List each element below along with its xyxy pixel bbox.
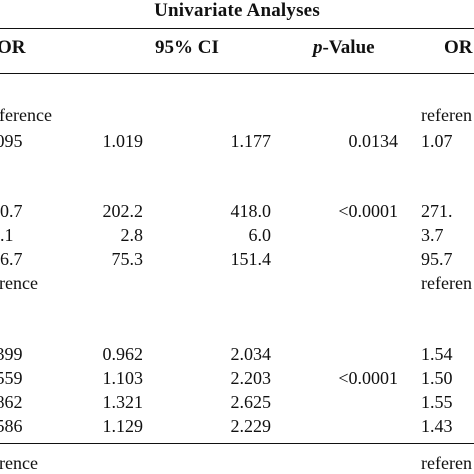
header-ci: 95% CI [155,37,219,58]
row-2-or2: 1.07 [421,131,453,151]
header-rule [0,73,474,74]
row-8-ci-low: 1.103 [102,368,144,388]
row-3-or: 90.7 [0,201,23,221]
row-3-ci-high: 418.0 [230,201,272,221]
row-11-or: erence [0,453,38,473]
header-or: OR [0,37,26,58]
row-8-or: .559 [0,368,23,388]
row-2-or: .095 [0,131,23,151]
row-2-ci-high: 1.177 [230,131,272,151]
header-p-letter: p [313,37,323,58]
row-7-ci-low: 0.962 [102,344,144,364]
row-4-ci-high: 6.0 [248,225,272,245]
row-7-ci-high: 2.034 [230,344,272,364]
row-10-or: .586 [0,416,23,436]
row-6-or: erence [0,273,38,293]
row-3-p: <0.0001 [338,201,398,221]
row-8-or2: 1.50 [421,368,453,388]
row-2-p: 0.0134 [348,131,399,151]
row-3-or2: 271. [421,201,453,221]
row-5-ci-low: 75.3 [111,249,144,269]
row-10-ci-high: 2.229 [230,416,272,436]
row-5-or2: 95.7 [421,249,453,269]
header-p-value: p-Value [313,35,375,61]
row-8-ci-high: 2.203 [230,368,272,388]
row-1-or: eference [0,105,52,125]
row-1-or2: referen [421,105,472,125]
top-rule [0,28,474,29]
row-4-or2: 3.7 [421,225,444,245]
row-10-ci-low: 1.129 [102,416,144,436]
row-3-ci-low: 202.2 [102,201,144,221]
header-p-suffix: -Value [322,37,375,58]
row-10-or2: 1.43 [421,416,453,436]
row-4-ci-low: 2.8 [120,225,144,245]
row-7-or2: 1.54 [421,344,453,364]
row-9-or: .862 [0,392,23,412]
row-9-ci-low: 1.321 [102,392,144,412]
bottom-rule [0,443,474,444]
row-11-or2: referen [421,453,472,473]
row-5-or: 06.7 [0,249,23,269]
table-title: Univariate Analyses [154,0,320,21]
header-or-second: OR [444,37,473,58]
row-7-or: .399 [0,344,23,364]
row-6-or2: referen [421,273,472,293]
row-8-p: <0.0001 [338,368,398,388]
row-5-ci-high: 151.4 [230,249,272,269]
row-9-ci-high: 2.625 [230,392,272,412]
row-4-or: 4.1 [0,225,14,245]
row-2-ci-low: 1.019 [102,131,144,151]
row-9-or2: 1.55 [421,392,453,412]
